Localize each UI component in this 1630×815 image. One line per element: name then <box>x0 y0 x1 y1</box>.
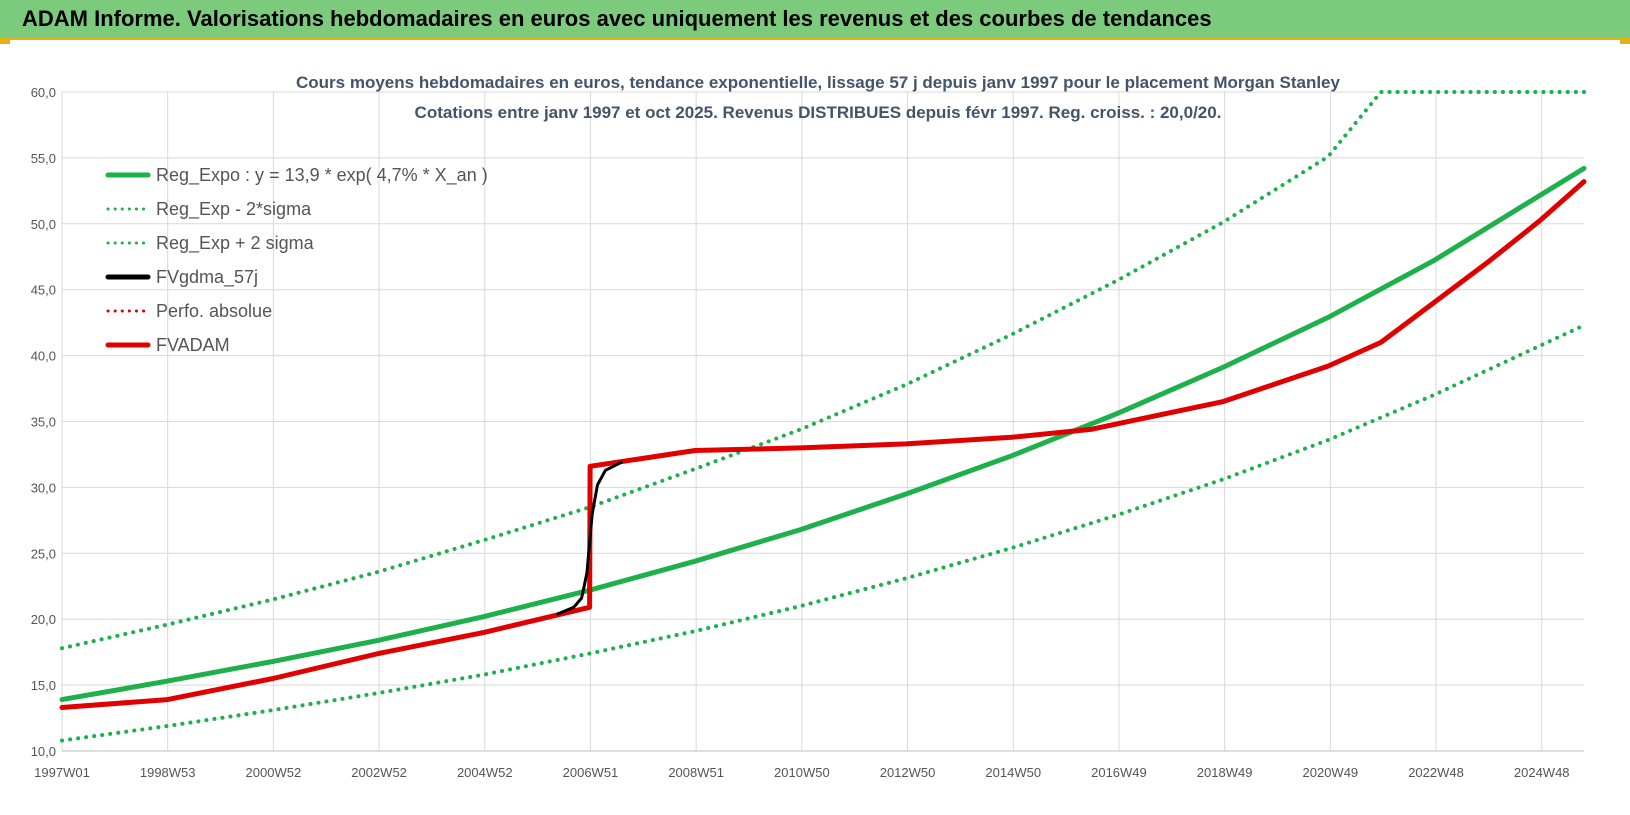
x-tick-label: 1998W53 <box>140 765 196 780</box>
x-tick-label: 2020W49 <box>1303 765 1359 780</box>
x-tick-label: 2000W52 <box>246 765 302 780</box>
corner-mark-left <box>0 38 10 44</box>
y-tick-label: 45,0 <box>31 283 56 298</box>
legend-label: Reg_Exp - 2*sigma <box>156 199 312 220</box>
chart-title-line2: Cotations entre janv 1997 et oct 2025. R… <box>415 103 1222 122</box>
x-tick-label: 2022W48 <box>1408 765 1464 780</box>
chart-title-line1: Cours moyens hebdomadaires en euros, ten… <box>296 73 1340 92</box>
y-tick-label: 55,0 <box>31 151 56 166</box>
series-line-reg-exp-2-sigma <box>60 323 1586 743</box>
x-tick-label: 2012W50 <box>880 765 936 780</box>
y-tick-label: 10,0 <box>31 744 56 759</box>
y-tick-label: 50,0 <box>31 217 56 232</box>
header-banner: ADAM Informe. Valorisations hebdomadaire… <box>0 0 1630 40</box>
x-axis-ticks: 1997W01 1998W53 2000W52 2002W52 2004W52 2006W… <box>34 765 1569 780</box>
banner-title: ADAM Informe. Valorisations hebdomadaire… <box>22 6 1212 31</box>
series-line-fvgdma-57j <box>556 460 623 616</box>
x-tick-label: 2024W48 <box>1514 765 1570 780</box>
series-layer <box>59 90 1587 743</box>
y-tick-label: 15,0 <box>31 678 56 693</box>
y-tick-label: 35,0 <box>31 415 56 430</box>
x-tick-label: 2016W49 <box>1091 765 1147 780</box>
x-tick-label: 2002W52 <box>351 765 407 780</box>
y-tick-label: 30,0 <box>31 480 56 495</box>
corner-mark-right <box>1620 38 1630 44</box>
x-tick-label: 2004W52 <box>457 765 513 780</box>
legend-label: Perfo. absolue <box>156 301 272 321</box>
y-tick-label: 20,0 <box>31 612 56 627</box>
x-tick-label: 2018W49 <box>1197 765 1253 780</box>
x-tick-label: 1997W01 <box>34 765 90 780</box>
x-tick-label: 2014W50 <box>985 765 1041 780</box>
series-line-fvadam <box>59 179 1587 710</box>
y-axis-ticks: 10,0 15,0 20,0 25,0 30,0 35,0 40,0 45,0 50,0 55,0… <box>31 85 56 759</box>
x-tick-label: 2010W50 <box>774 765 830 780</box>
y-tick-label: 25,0 <box>31 546 56 561</box>
x-tick-label: 2008W51 <box>668 765 724 780</box>
y-tick-label: 40,0 <box>31 349 56 364</box>
legend-label: FVADAM <box>156 335 230 355</box>
legend-label: Reg_Exp + 2 sigma <box>156 233 315 254</box>
x-tick-label: 2006W51 <box>563 765 619 780</box>
legend-label: FVgdma_57j <box>156 267 258 288</box>
legend-label: Reg_Expo : y = 13,9 * exp( 4,7% * X_an ) <box>156 165 488 186</box>
legend: Reg_Expo : y = 13,9 * exp( 4,7% * X_an )… <box>105 165 488 355</box>
series-line-reg-exp-2-sigma <box>60 90 1586 651</box>
y-tick-label: 60,0 <box>31 85 56 100</box>
series-line-reg-expo-y-13-9-exp-4-7-x-an <box>59 165 1587 703</box>
